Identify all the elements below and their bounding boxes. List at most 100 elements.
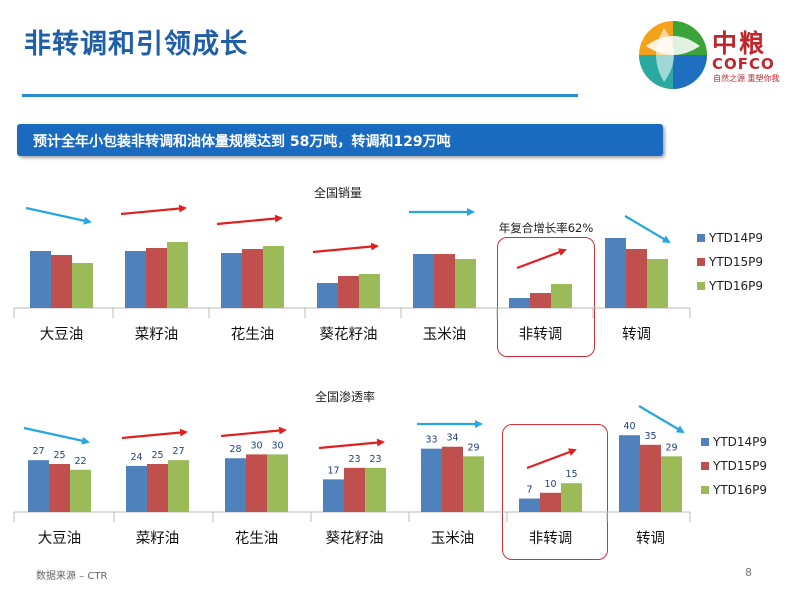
chart-title: 全国渗透率 xyxy=(315,389,375,404)
category-label: 转调 xyxy=(622,326,651,343)
data-label: 34 xyxy=(446,433,458,444)
page-title: 非转调和引领成长 xyxy=(24,29,248,60)
data-label: 25 xyxy=(151,450,163,461)
legend-label: YTD16P9 xyxy=(712,483,767,497)
bar-ytd15p9 xyxy=(530,293,551,308)
bar-ytd14p9 xyxy=(519,498,540,512)
data-label: 29 xyxy=(665,442,677,453)
category-label: 大豆油 xyxy=(38,530,82,547)
legend-swatch-ytd14p9 xyxy=(697,234,705,242)
bar-ytd14p9 xyxy=(619,435,640,512)
legend-swatch-ytd14p9 xyxy=(701,438,709,446)
data-label: 22 xyxy=(74,456,86,467)
bar-ytd16p9 xyxy=(463,456,484,512)
bar-ytd16p9 xyxy=(70,469,91,512)
bar-ytd15p9 xyxy=(242,249,263,308)
data-label: 40 xyxy=(623,421,635,432)
logo-tagline: 自然之源 重塑你我 xyxy=(713,74,780,83)
legend-label: YTD14P9 xyxy=(708,231,763,245)
data-label: 17 xyxy=(327,465,339,476)
trend-arrow-up xyxy=(216,214,283,226)
trend-arrow-up xyxy=(516,248,567,270)
trend-arrow-down xyxy=(624,215,671,244)
category-label: 菜籽油 xyxy=(136,530,180,547)
category-label: 非转调 xyxy=(519,326,563,343)
legend-label: YTD16P9 xyxy=(708,279,763,293)
bar-ytd16p9 xyxy=(359,274,380,308)
bar-ytd14p9 xyxy=(126,465,147,512)
trend-arrow-down xyxy=(25,206,92,225)
chart-title: 全国销量 xyxy=(314,185,362,200)
bar-ytd15p9 xyxy=(434,254,455,308)
data-label: 33 xyxy=(425,435,437,446)
title-underline xyxy=(22,94,578,97)
highlight-box-sales xyxy=(497,237,595,357)
highlight-box-penetration xyxy=(502,424,608,560)
data-source-note: 数据来源 – CTR xyxy=(36,571,108,582)
legend-swatch-ytd15p9 xyxy=(697,258,705,266)
bar-ytd14p9 xyxy=(323,479,344,512)
bar-ytd14p9 xyxy=(413,254,434,308)
data-label: 30 xyxy=(271,440,283,451)
data-label: 30 xyxy=(250,440,262,451)
summary-banner: 预计全年小包装非转调和油体量规模达到 58万吨，转调和129万吨 xyxy=(17,124,663,156)
growth-annotation: 年复合增长率62% xyxy=(499,221,594,235)
bar-ytd14p9 xyxy=(125,251,146,308)
bar-ytd16p9 xyxy=(661,456,682,512)
bar-ytd15p9 xyxy=(147,464,168,512)
data-label: 27 xyxy=(172,446,184,457)
bar-ytd15p9 xyxy=(246,454,267,512)
category-label: 花生油 xyxy=(235,530,279,547)
summary-banner-text: 预计全年小包装非转调和油体量规模达到 58万吨，转调和129万吨 xyxy=(33,134,451,150)
bar-ytd15p9 xyxy=(344,467,365,512)
legend-label: YTD15P9 xyxy=(708,255,763,269)
bar-ytd16p9 xyxy=(551,284,572,308)
data-label: 35 xyxy=(644,431,656,442)
category-label: 非转调 xyxy=(529,530,573,547)
bar-ytd15p9 xyxy=(146,248,167,308)
bar-ytd14p9 xyxy=(221,253,242,308)
bar-ytd14p9 xyxy=(421,448,442,512)
data-label: 24 xyxy=(130,452,142,463)
bar-ytd16p9 xyxy=(561,483,582,512)
legend-swatch-ytd16p9 xyxy=(701,486,709,494)
bar-ytd15p9 xyxy=(338,276,359,308)
bar-ytd14p9 xyxy=(28,460,49,512)
legend-swatch-ytd16p9 xyxy=(697,282,705,290)
page-number: 8 xyxy=(745,566,752,579)
bar-ytd16p9 xyxy=(455,259,476,308)
category-label: 菜籽油 xyxy=(135,326,179,343)
bar-ytd14p9 xyxy=(509,298,530,308)
category-label: 玉米油 xyxy=(423,326,467,343)
category-label: 葵花籽油 xyxy=(326,530,384,547)
bar-ytd14p9 xyxy=(30,251,51,308)
bar-ytd16p9 xyxy=(263,246,284,308)
bar-ytd15p9 xyxy=(51,255,72,308)
trend-arrow-up xyxy=(318,438,385,450)
bar-ytd15p9 xyxy=(442,446,463,512)
bar-ytd16p9 xyxy=(365,467,386,512)
data-label: 10 xyxy=(544,479,556,490)
trend-arrow-up xyxy=(121,428,188,440)
cofco-leaf-icon xyxy=(639,21,707,89)
data-label: 15 xyxy=(565,469,577,480)
bar-ytd15p9 xyxy=(540,492,561,512)
trend-arrow-down xyxy=(23,426,90,445)
bar-ytd14p9 xyxy=(225,458,246,512)
bar-ytd14p9 xyxy=(605,238,626,308)
cofco-logo xyxy=(636,18,786,92)
category-label: 大豆油 xyxy=(40,326,84,343)
data-label: 25 xyxy=(53,450,65,461)
data-label: 27 xyxy=(32,446,44,457)
trend-arrow-up xyxy=(312,242,379,254)
bar-ytd16p9 xyxy=(267,454,288,512)
trend-arrow-up xyxy=(120,204,187,216)
data-label: 23 xyxy=(348,454,360,465)
legend-label: YTD14P9 xyxy=(712,435,767,449)
bar-ytd15p9 xyxy=(626,249,647,308)
trend-arrow-up xyxy=(220,426,287,438)
data-label: 23 xyxy=(369,454,381,465)
bar-ytd14p9 xyxy=(317,283,338,308)
data-label: 7 xyxy=(526,485,532,496)
